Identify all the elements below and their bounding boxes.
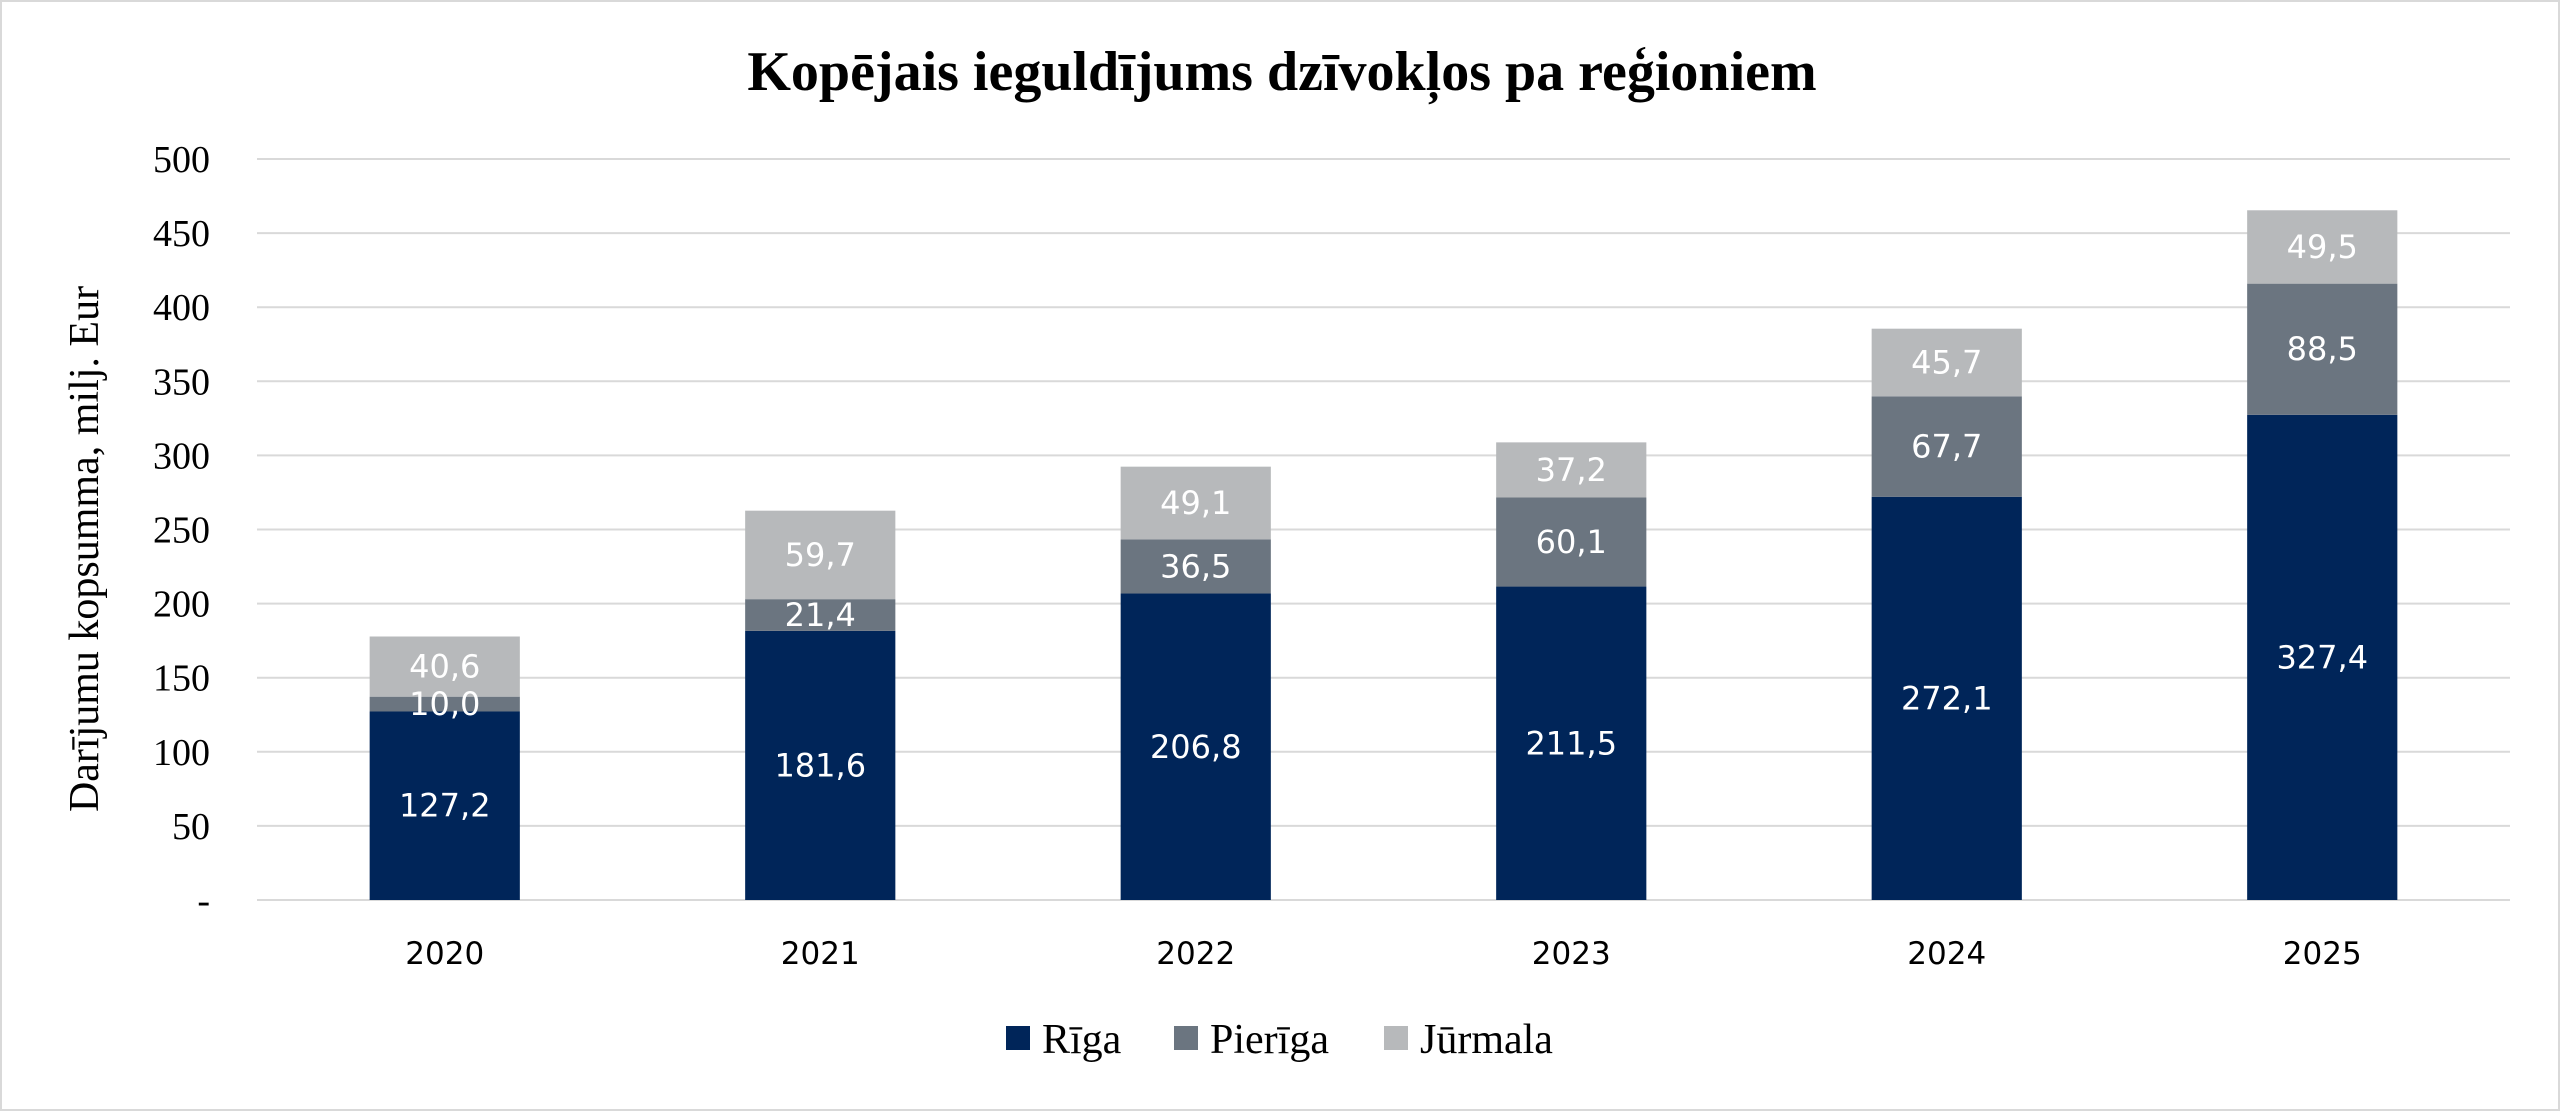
- bar-segment: [1120, 593, 1271, 900]
- bar-segment: [1871, 496, 2022, 900]
- data-label: 272,1: [1901, 679, 1993, 717]
- data-label: 40,6: [409, 648, 480, 686]
- bar-segment: [369, 711, 520, 900]
- data-label: 211,5: [1525, 724, 1617, 762]
- y-tick-label: 250: [153, 510, 210, 552]
- legend-swatch: [1006, 1026, 1030, 1050]
- data-label: 181,6: [774, 746, 866, 784]
- bars: [369, 210, 2398, 900]
- legend-swatch: [1174, 1026, 1198, 1050]
- data-label: 36,5: [1160, 547, 1231, 585]
- y-axis-ticks: - 50 100 150 200 250 300 350 400 450 500: [153, 139, 210, 922]
- bar-segment: [745, 630, 896, 900]
- y-tick-label: 300: [153, 435, 210, 477]
- bar-segment: [1871, 396, 2022, 497]
- data-label: 206,8: [1150, 728, 1242, 766]
- y-tick-label: 500: [153, 139, 210, 181]
- bar-segment: [1120, 466, 1271, 540]
- bar-segment: [2247, 414, 2398, 900]
- data-label: 60,1: [1536, 523, 1607, 561]
- data-labels: 127,2 10,040,6 181,6 21,4 59,7 206,8 36,5 49,1 2…: [399, 228, 2368, 825]
- legend-label: Rīga: [1042, 1017, 1122, 1063]
- data-label: 49,5: [2287, 228, 2358, 266]
- x-tick-label: 2020: [405, 936, 484, 972]
- legend-label: Jūrmala: [1420, 1017, 1553, 1063]
- bar-segment: [1871, 328, 2022, 397]
- bar-segment: [1496, 586, 1647, 900]
- y-tick-label: -: [197, 880, 210, 922]
- chart-title: Kopējais ieguldījums dzīvokļos pa reģion…: [747, 41, 1816, 105]
- data-label: 127,2: [399, 787, 491, 825]
- bar-segment: [2247, 210, 2398, 284]
- bar-segment: [1496, 497, 1647, 587]
- y-tick-label: 50: [172, 806, 210, 848]
- data-label: 45,7: [1911, 344, 1982, 382]
- x-tick-label: 2025: [2283, 936, 2362, 972]
- y-tick-label: 150: [153, 658, 210, 700]
- data-label: 49,1: [1160, 484, 1231, 522]
- y-tick-label: 450: [153, 213, 210, 255]
- data-label: 21,4: [785, 596, 856, 634]
- bar-segment: [1496, 442, 1647, 498]
- y-tick-label: 350: [153, 361, 210, 403]
- bar-segment: [745, 510, 896, 600]
- bar-segment: [2247, 283, 2398, 415]
- x-tick-label: 2022: [1156, 936, 1235, 972]
- x-tick-label: 2021: [781, 936, 860, 972]
- bar-segment: [369, 696, 520, 712]
- data-label: 88,5: [2287, 330, 2358, 368]
- y-tick-label: 200: [153, 584, 210, 626]
- y-tick-label: 400: [153, 287, 210, 329]
- gridlines: [257, 158, 2510, 901]
- x-tick-label: 2024: [1907, 936, 1986, 972]
- data-label: 37,2: [1536, 451, 1607, 489]
- bar-segment: [1120, 539, 1271, 594]
- data-label: 327,4: [2276, 638, 2368, 676]
- data-label: 10,0: [409, 685, 480, 723]
- x-axis-ticks: 2020 2021 2022 2023 2024 2025: [405, 936, 2361, 972]
- data-label: 59,7: [785, 536, 856, 574]
- y-tick-label: 100: [153, 732, 210, 774]
- bar-segment: [745, 599, 896, 631]
- y-axis-label: Darījumu kopsumma, milj. Eur: [62, 286, 108, 812]
- legend-swatch: [1384, 1026, 1408, 1050]
- bar-segment: [369, 636, 520, 697]
- legend: Rīga Pierīga Jūrmala: [1006, 1017, 1553, 1063]
- legend-label: Pierīga: [1210, 1017, 1329, 1063]
- x-tick-label: 2023: [1532, 936, 1611, 972]
- data-label: 67,7: [1911, 428, 1982, 466]
